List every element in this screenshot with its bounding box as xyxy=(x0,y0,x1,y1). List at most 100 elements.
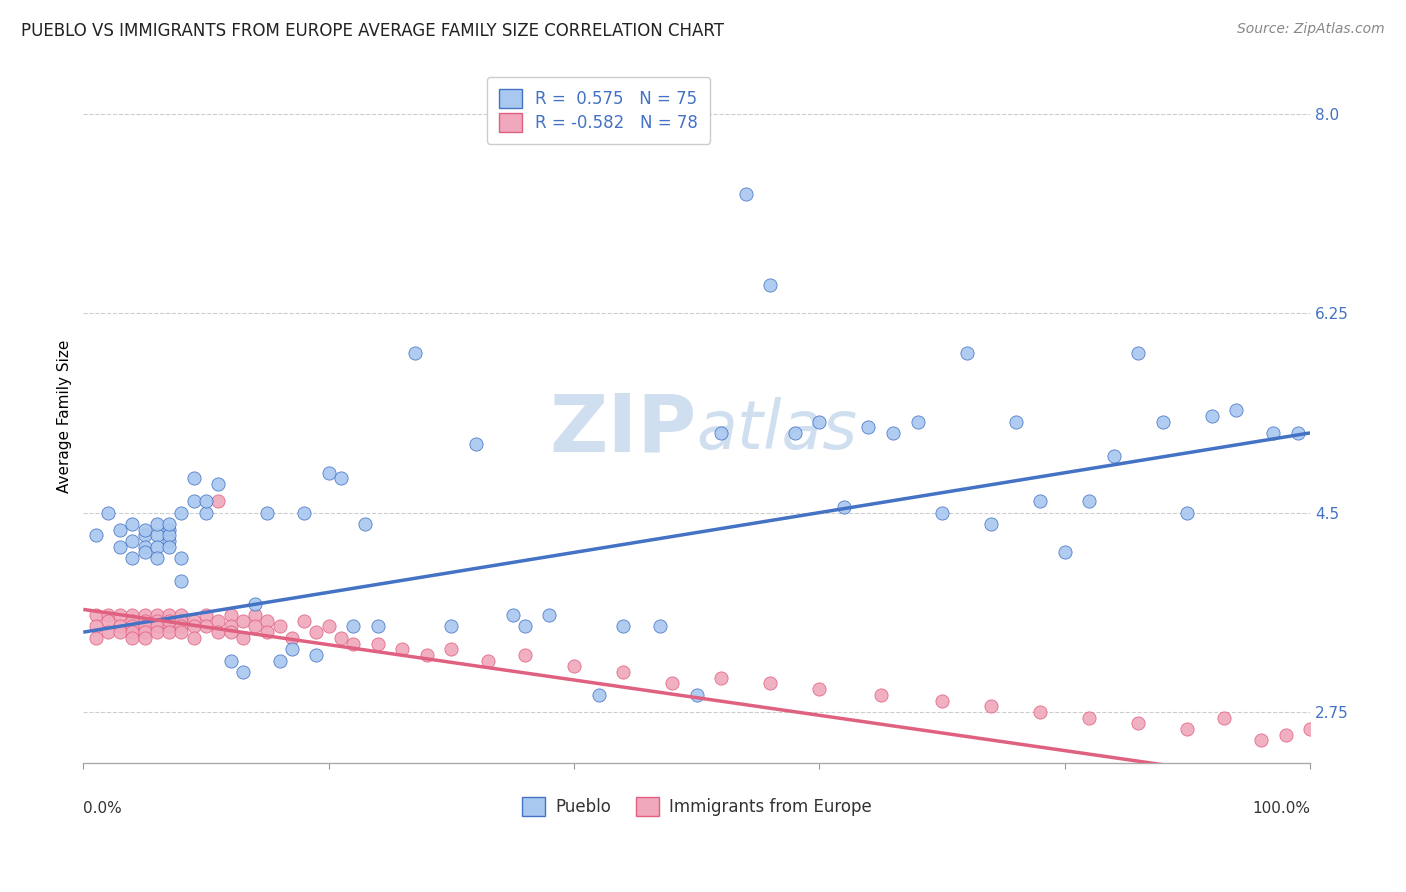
Point xyxy=(170,614,193,628)
Point xyxy=(207,625,229,640)
Point xyxy=(207,614,229,628)
Point xyxy=(1250,733,1272,747)
Point xyxy=(1286,425,1309,440)
Point xyxy=(1053,545,1076,559)
Point xyxy=(1274,728,1296,742)
Point xyxy=(183,631,205,645)
Point xyxy=(146,619,169,633)
Point xyxy=(157,625,180,640)
Point xyxy=(734,186,756,201)
Point xyxy=(243,619,266,633)
Point xyxy=(170,551,193,566)
Point xyxy=(108,608,131,623)
Point xyxy=(183,619,205,633)
Point xyxy=(269,654,291,668)
Point xyxy=(134,523,156,537)
Point xyxy=(219,608,242,623)
Point xyxy=(256,625,278,640)
Point xyxy=(134,528,156,542)
Point xyxy=(146,614,169,628)
Point xyxy=(367,619,389,633)
Point xyxy=(281,631,304,645)
Point xyxy=(710,671,733,685)
Point xyxy=(157,619,180,633)
Point xyxy=(759,676,782,690)
Point xyxy=(1029,494,1052,508)
Text: ZIP: ZIP xyxy=(550,391,697,468)
Point xyxy=(207,494,229,508)
Point xyxy=(121,534,143,549)
Point xyxy=(146,540,169,554)
Point xyxy=(183,471,205,485)
Point xyxy=(318,619,340,633)
Point xyxy=(710,425,733,440)
Point xyxy=(440,619,463,633)
Point xyxy=(84,619,107,633)
Point xyxy=(1029,705,1052,719)
Point xyxy=(281,642,304,657)
Point xyxy=(440,642,463,657)
Point xyxy=(1299,722,1322,736)
Point xyxy=(808,415,831,429)
Point xyxy=(134,614,156,628)
Point xyxy=(207,477,229,491)
Point xyxy=(1078,494,1101,508)
Point xyxy=(108,625,131,640)
Point xyxy=(1177,722,1199,736)
Point xyxy=(243,597,266,611)
Point xyxy=(157,608,180,623)
Point xyxy=(1177,506,1199,520)
Point xyxy=(108,619,131,633)
Point xyxy=(121,516,143,531)
Point xyxy=(832,500,855,514)
Point xyxy=(97,608,120,623)
Text: 100.0%: 100.0% xyxy=(1253,801,1310,816)
Point xyxy=(134,540,156,554)
Point xyxy=(134,625,156,640)
Point xyxy=(882,425,904,440)
Point xyxy=(170,608,193,623)
Text: Source: ZipAtlas.com: Source: ZipAtlas.com xyxy=(1237,22,1385,37)
Point xyxy=(1213,710,1236,724)
Point xyxy=(97,614,120,628)
Point xyxy=(219,654,242,668)
Point xyxy=(157,528,180,542)
Point xyxy=(243,608,266,623)
Point xyxy=(219,625,242,640)
Point xyxy=(292,614,315,628)
Point xyxy=(157,523,180,537)
Point xyxy=(256,506,278,520)
Point xyxy=(513,648,536,662)
Point xyxy=(134,545,156,559)
Point xyxy=(146,625,169,640)
Point xyxy=(305,648,328,662)
Point xyxy=(146,551,169,566)
Point xyxy=(97,506,120,520)
Point xyxy=(538,608,561,623)
Point xyxy=(808,682,831,697)
Point xyxy=(194,608,217,623)
Point xyxy=(269,619,291,633)
Point xyxy=(931,506,953,520)
Point xyxy=(1078,710,1101,724)
Point xyxy=(121,631,143,645)
Point xyxy=(513,619,536,633)
Point xyxy=(157,534,180,549)
Point xyxy=(477,654,499,668)
Point xyxy=(502,608,524,623)
Text: 0.0%: 0.0% xyxy=(83,801,122,816)
Point xyxy=(367,636,389,650)
Legend: Pueblo, Immigrants from Europe: Pueblo, Immigrants from Europe xyxy=(513,789,880,824)
Point xyxy=(183,614,205,628)
Point xyxy=(1263,425,1285,440)
Point xyxy=(121,625,143,640)
Point xyxy=(354,516,377,531)
Point xyxy=(1201,409,1223,423)
Point xyxy=(612,619,634,633)
Point xyxy=(194,506,217,520)
Point xyxy=(146,516,169,531)
Point xyxy=(232,665,254,679)
Point xyxy=(84,608,107,623)
Text: PUEBLO VS IMMIGRANTS FROM EUROPE AVERAGE FAMILY SIZE CORRELATION CHART: PUEBLO VS IMMIGRANTS FROM EUROPE AVERAGE… xyxy=(21,22,724,40)
Point xyxy=(183,494,205,508)
